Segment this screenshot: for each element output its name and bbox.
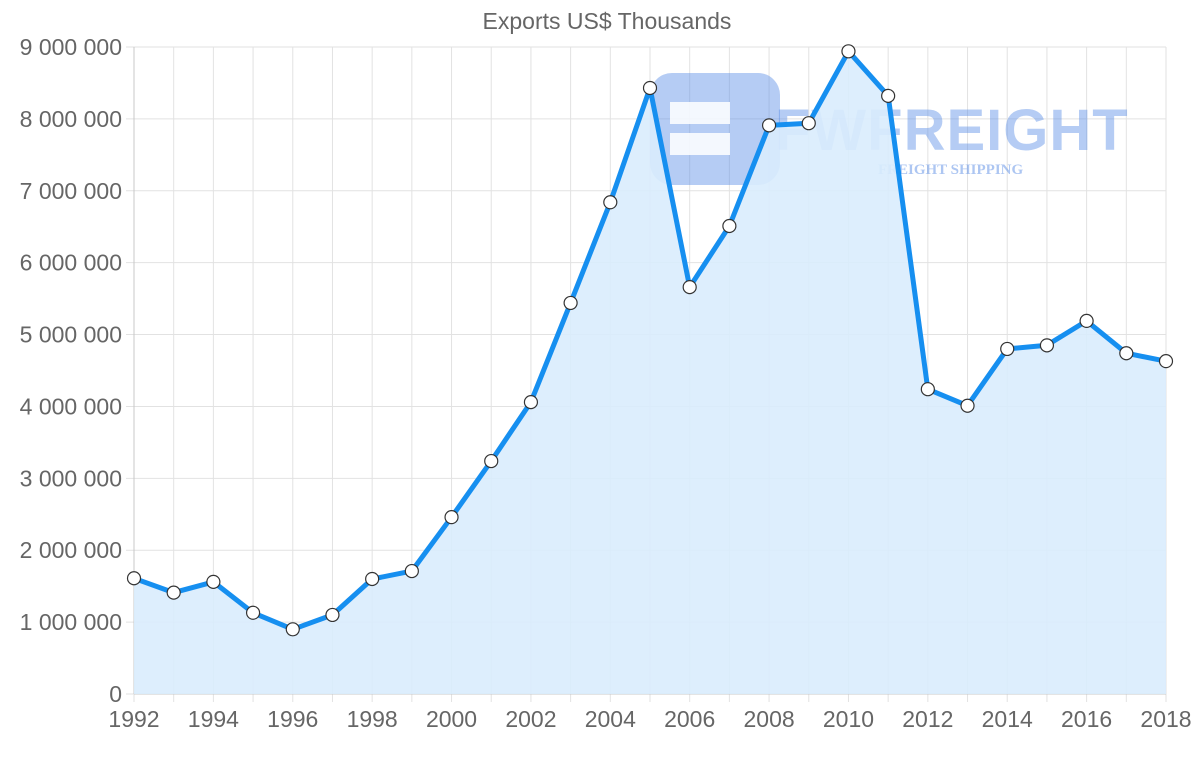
y-tick-label: 4 000 000 [20, 393, 122, 419]
data-point-2008[interactable] [761, 118, 777, 133]
x-tick-label: 1998 [347, 706, 398, 732]
data-point-2015[interactable] [1039, 338, 1055, 353]
data-point-1994[interactable] [206, 574, 221, 589]
y-tick-label: 0 [109, 681, 122, 707]
data-point-2014[interactable] [1000, 341, 1015, 357]
data-point-2001[interactable] [484, 453, 499, 469]
data-point-1995[interactable] [245, 605, 261, 620]
data-point-2009[interactable] [801, 116, 816, 131]
y-tick-label: 5 000 000 [20, 322, 122, 348]
data-points [126, 44, 1174, 637]
data-point-2006[interactable] [682, 280, 697, 295]
x-tick-label: 2014 [982, 706, 1033, 732]
x-tick-label: 2012 [902, 706, 953, 732]
data-point-2005[interactable] [642, 80, 658, 96]
data-point-2011[interactable] [881, 88, 896, 103]
data-point-2007[interactable] [722, 218, 737, 234]
data-point-2002[interactable] [523, 395, 539, 410]
data-point-2010[interactable] [841, 44, 856, 59]
x-tick-label: 1996 [267, 706, 318, 732]
x-tick-label: 2002 [505, 706, 556, 732]
x-tick-label: 2004 [585, 706, 636, 732]
y-tick-label: 9 000 000 [20, 34, 122, 60]
x-tick-label: 2010 [823, 706, 874, 732]
data-point-1996[interactable] [285, 622, 300, 637]
x-tick-label: 1992 [108, 706, 159, 732]
data-point-1998[interactable] [365, 571, 380, 587]
x-tick-label: 1994 [188, 706, 239, 732]
x-axis-ticks: 1992 1994 1996 1998 2000 2002 2004 2006 2008 2010… [108, 706, 1191, 732]
y-tick-label: 8 000 000 [20, 106, 122, 132]
x-tick-label: 2000 [426, 706, 477, 732]
series-area-fill [134, 51, 1166, 695]
data-point-1999[interactable] [404, 563, 419, 579]
y-tick-label: 1 000 000 [20, 609, 122, 635]
data-point-2017[interactable] [1119, 346, 1134, 361]
data-point-2016[interactable] [1079, 313, 1094, 328]
x-tick-label: 2006 [664, 706, 715, 732]
data-point-2018[interactable] [1158, 354, 1174, 369]
data-point-1993[interactable] [166, 585, 181, 600]
chart-title: Exports US$ Thousands [482, 8, 732, 34]
data-point-2004[interactable] [603, 195, 618, 210]
x-tick-label: 2008 [743, 706, 794, 732]
y-axis-ticks: 0 1 000 000 2 000 000 3 000 000 4 000 000 5 0… [20, 34, 122, 707]
x-tick-label: 2016 [1061, 706, 1112, 732]
y-tick-label: 3 000 000 [20, 465, 122, 491]
y-tick-label: 7 000 000 [20, 178, 122, 204]
watermark-tagline: FREIGHT SHIPPING [878, 162, 1023, 178]
x-tick-label: 2018 [1140, 706, 1191, 732]
data-point-1997[interactable] [325, 607, 340, 623]
data-point-2000[interactable] [444, 510, 459, 525]
data-point-2012[interactable] [920, 382, 935, 397]
data-point-2003[interactable] [563, 295, 578, 311]
y-tick-label: 6 000 000 [20, 250, 122, 276]
watermark-logo-icon [650, 73, 780, 185]
data-point-2013[interactable] [960, 398, 975, 413]
y-tick-label: 2 000 000 [20, 537, 122, 563]
data-point-1992[interactable] [126, 571, 142, 586]
